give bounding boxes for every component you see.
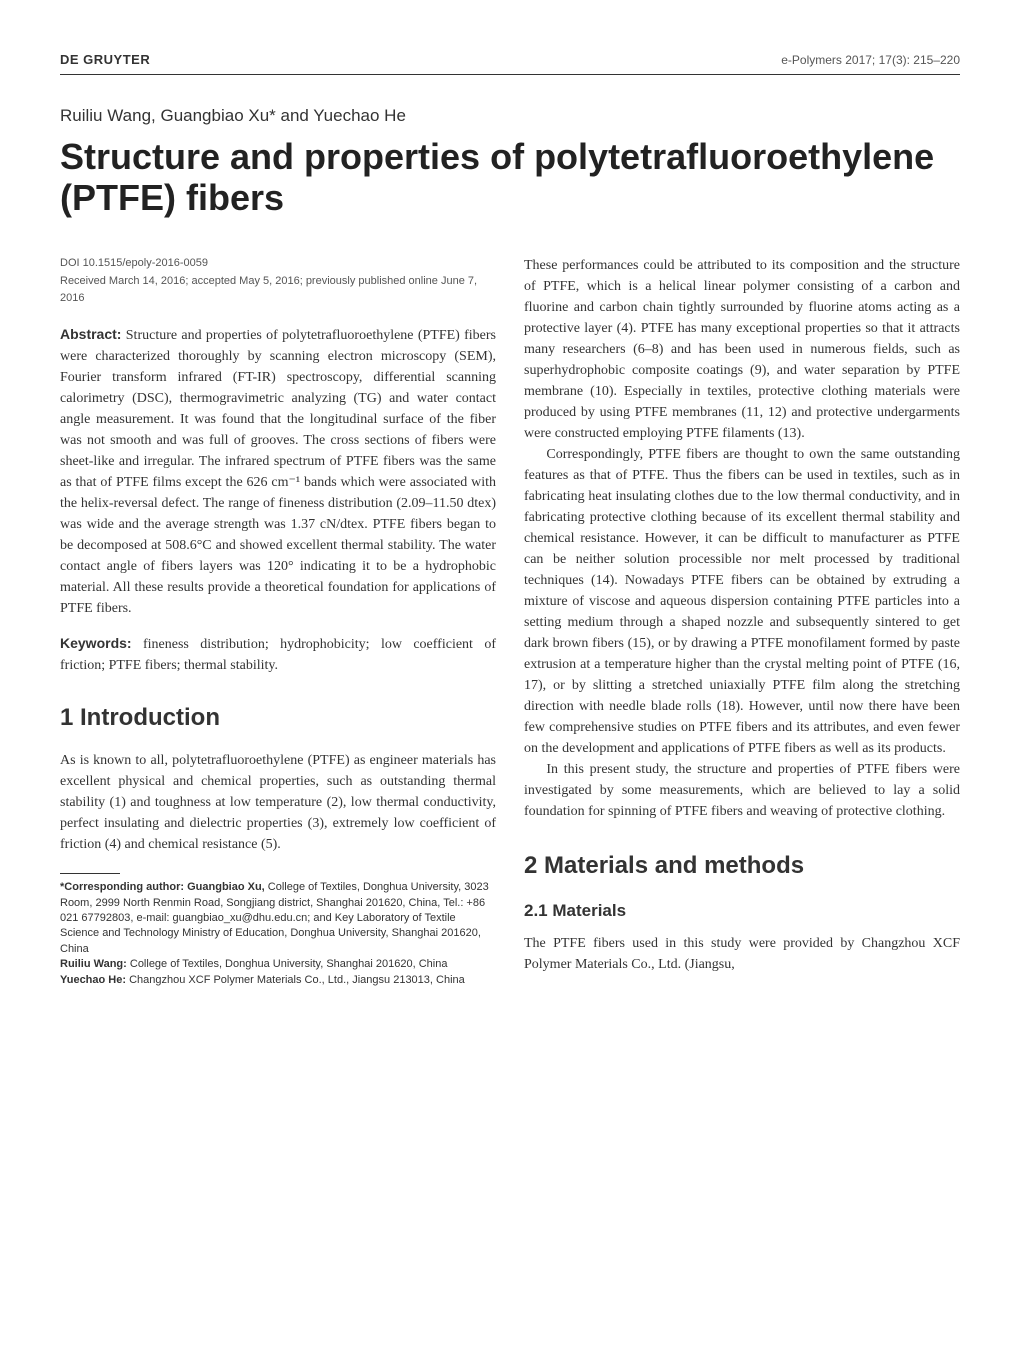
footnote-author3: Yuechao He: Changzhou XCF Polymer Materi…	[60, 973, 496, 988]
footnote-author2: Ruiliu Wang: College of Textiles, Donghu…	[60, 957, 496, 972]
two-column-layout: DOI 10.1515/epoly-2016-0059 Received Mar…	[60, 255, 960, 988]
publisher-name: DE GRUYTER	[60, 50, 150, 70]
footnote-author3-label: Yuechao He:	[60, 974, 126, 986]
materials-paragraph-1: The PTFE fibers used in this study were …	[524, 933, 960, 975]
footnote-corresponding: *Corresponding author: Guangbiao Xu, Col…	[60, 880, 496, 957]
left-column: DOI 10.1515/epoly-2016-0059 Received Mar…	[60, 255, 496, 988]
journal-citation: e-Polymers 2017; 17(3): 215–220	[781, 51, 960, 69]
intro-paragraph-1: As is known to all, polytetrafluoroethyl…	[60, 750, 496, 855]
footnote-author2-label: Ruiliu Wang:	[60, 958, 127, 970]
abstract-block: Abstract: Structure and properties of po…	[60, 324, 496, 619]
section-heading-introduction: 1 Introduction	[60, 700, 496, 736]
keywords-block: Keywords: fineness distribution; hydroph…	[60, 633, 496, 676]
abstract-text: Structure and properties of polytetraflu…	[60, 328, 496, 616]
intro-paragraph-3: Correspondingly, PTFE fibers are thought…	[524, 444, 960, 759]
right-column: These performances could be attributed t…	[524, 255, 960, 988]
intro-paragraph-2: These performances could be attributed t…	[524, 255, 960, 444]
footnote-corresponding-label: *Corresponding author: Guangbiao Xu,	[60, 881, 265, 893]
footnote-author3-text: Changzhou XCF Polymer Materials Co., Ltd…	[126, 974, 465, 986]
subsection-heading-materials: 2.1 Materials	[524, 898, 960, 924]
article-title: Structure and properties of polytetraflu…	[60, 136, 960, 219]
footnote-author2-text: College of Textiles, Donghua University,…	[127, 958, 448, 970]
abstract-label: Abstract:	[60, 326, 121, 342]
intro-paragraph-4: In this present study, the structure and…	[524, 759, 960, 822]
page-header: DE GRUYTER e-Polymers 2017; 17(3): 215–2…	[60, 50, 960, 75]
keywords-label: Keywords:	[60, 635, 132, 651]
doi-line: DOI 10.1515/epoly-2016-0059	[60, 255, 496, 272]
authors-line: Ruiliu Wang, Guangbiao Xu* and Yuechao H…	[60, 103, 960, 129]
footnote-separator	[60, 873, 120, 874]
received-line: Received March 14, 2016; accepted May 5,…	[60, 273, 496, 306]
section-heading-materials: 2 Materials and methods	[524, 848, 960, 884]
